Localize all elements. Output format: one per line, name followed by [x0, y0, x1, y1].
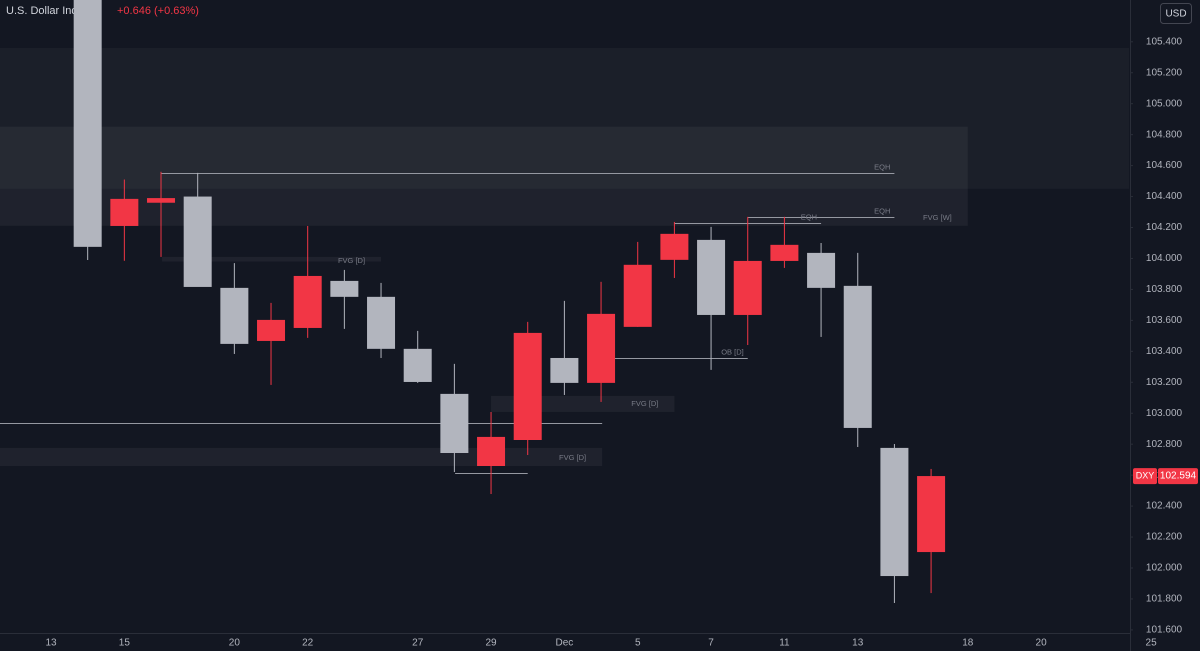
zone: [0, 447, 603, 467]
x-tick-label: 20: [1036, 638, 1048, 649]
y-tick-label: 102.400: [1146, 501, 1183, 512]
x-tick-label: 18: [962, 638, 974, 649]
y-tick-label: 103.800: [1146, 284, 1183, 295]
x-tick-label: 22: [302, 638, 314, 649]
symbol-badge: [1133, 468, 1157, 485]
y-tick-label: 102.200: [1146, 532, 1183, 543]
candle-body: [587, 313, 616, 383]
y-tick-label: 103.200: [1146, 377, 1183, 388]
x-tick-label: 5: [635, 638, 641, 649]
candle-body: [807, 252, 836, 288]
x-tick-label: 29: [485, 638, 497, 649]
candle-body: [770, 244, 799, 261]
candle-body: [293, 275, 322, 328]
price-change: +0.646 (+0.63%): [117, 5, 199, 17]
candle-body: [403, 348, 432, 382]
candle-body: [477, 436, 506, 467]
x-tick-label: 13: [45, 638, 57, 649]
x-tick-label: 20: [229, 638, 241, 649]
candle-body: [73, 0, 102, 247]
x-tick-label: 7: [708, 638, 714, 649]
y-tick-label: 105.200: [1146, 67, 1183, 78]
y-tick-label: 105.000: [1146, 98, 1183, 109]
x-tick-label: 11: [779, 638, 790, 649]
x-tick-label: 13: [852, 638, 864, 649]
candle-body: [257, 319, 286, 341]
currency-button[interactable]: [1160, 3, 1192, 24]
last-price-badge: [1158, 468, 1198, 485]
candle-body: [513, 332, 542, 441]
candle-body: [367, 296, 396, 349]
candle-body: [843, 285, 872, 428]
y-tick-label: 104.800: [1146, 129, 1183, 140]
y-tick-label: 105.400: [1146, 36, 1183, 47]
y-tick-label: 104.000: [1146, 253, 1183, 264]
candle-body: [330, 280, 359, 297]
currency-label[interactable]: USD: [1165, 9, 1186, 20]
candle-body: [733, 260, 762, 315]
level-label: EQH: [801, 212, 817, 221]
level-label: EQH: [874, 162, 890, 171]
candle-body: [440, 393, 469, 454]
candle-body: [220, 287, 249, 344]
level-label: OB [D]: [721, 347, 744, 356]
candle-body: [880, 447, 909, 577]
y-tick-label: 101.800: [1146, 594, 1183, 605]
y-tick-label: 103.600: [1146, 315, 1183, 326]
zone-label: FVG [W]: [923, 213, 952, 222]
y-tick-label: 102.800: [1146, 439, 1183, 450]
x-tick-label: Dec: [555, 638, 573, 649]
plot-area: FVG [W] FVG [D] FVG [D] FVG [D] EQH EQH EQH OB …: [0, 0, 968, 603]
y-tick-label: 103.400: [1146, 346, 1183, 357]
y-tick-label: 102.000: [1146, 563, 1183, 574]
symbol-label: DXY: [1136, 470, 1155, 480]
y-tick-label: 103.000: [1146, 408, 1183, 419]
candle-body: [183, 196, 212, 287]
zone: [0, 126, 968, 226]
candle-body: [660, 233, 689, 260]
chart-title: U.S. Dollar Index: [6, 5, 90, 17]
candle-body: [623, 264, 652, 327]
candle-body: [110, 198, 139, 226]
y-tick-label: 104.400: [1146, 191, 1183, 202]
candle-body: [550, 357, 579, 383]
zone-label: FVG [D]: [338, 256, 365, 265]
last-price-label: 102.594: [1160, 471, 1197, 482]
x-tick-label: 15: [119, 638, 131, 649]
level-label: EQH: [874, 206, 890, 215]
candle-body: [147, 198, 176, 203]
candle-body: [697, 239, 726, 315]
x-tick-label: 27: [412, 638, 424, 649]
zone-label: FVG [D]: [631, 399, 658, 408]
y-tick-label: 104.200: [1146, 222, 1183, 233]
y-tick-label: 101.600: [1146, 625, 1183, 636]
x-tick-label: 25: [1146, 638, 1158, 649]
zone: [162, 256, 382, 262]
y-tick-label: 104.600: [1146, 160, 1183, 171]
zone-label: FVG [D]: [559, 453, 586, 462]
candle-body: [917, 476, 946, 553]
